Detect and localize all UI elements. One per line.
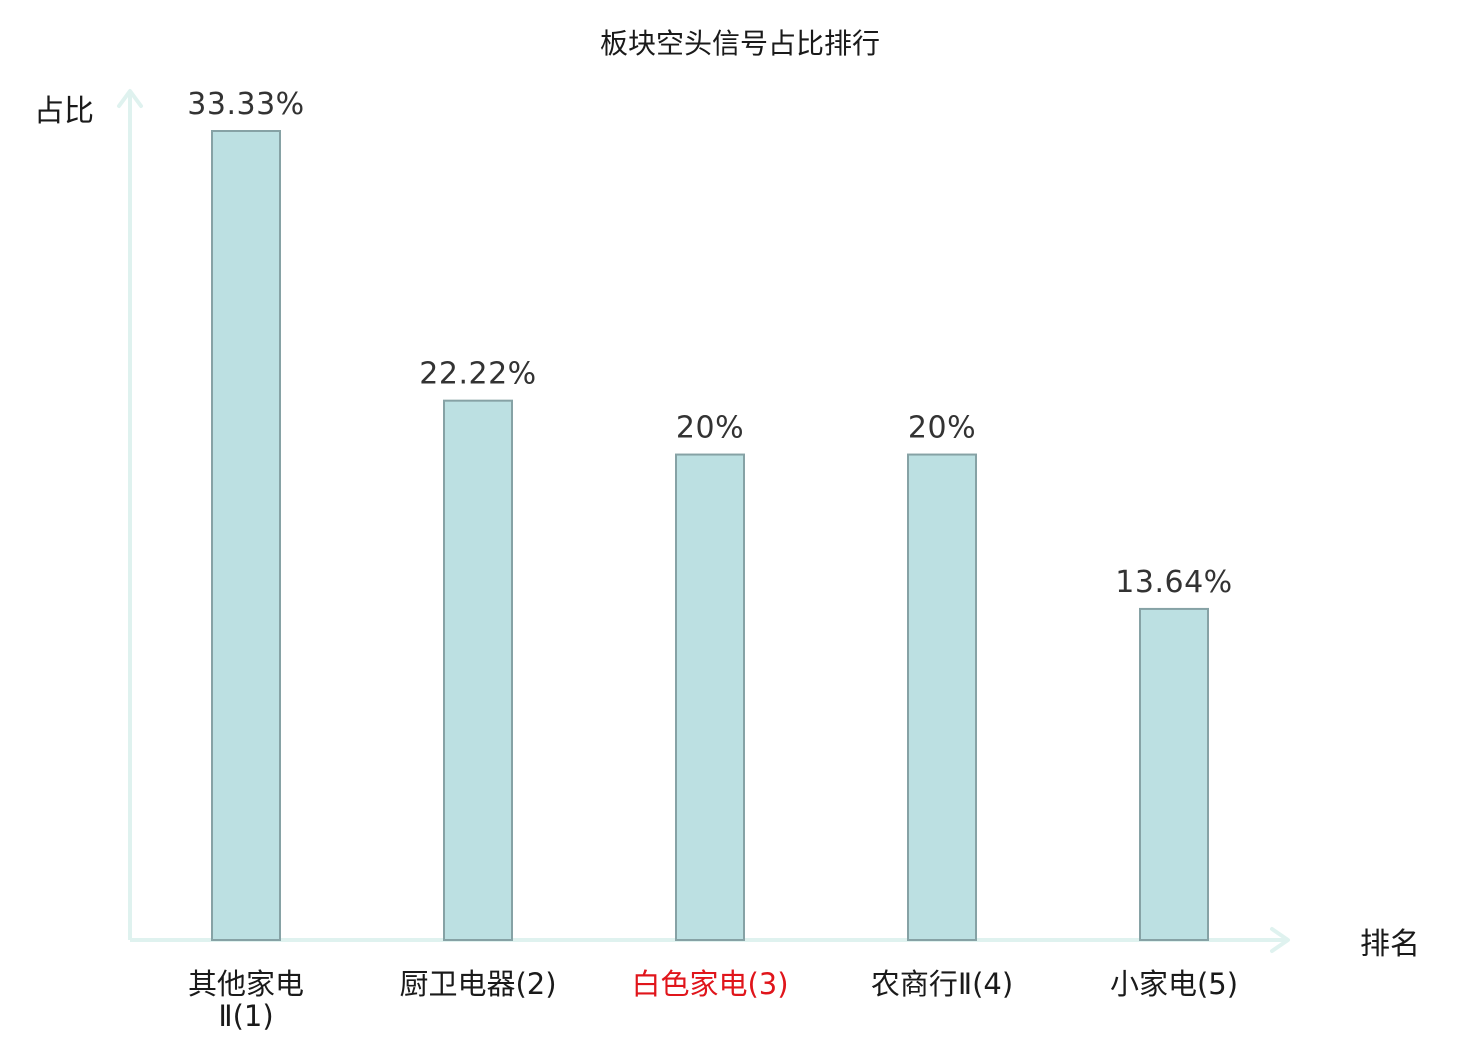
- data-labels: 33.33% 22.22% 20% 20% 13.64%: [187, 87, 1232, 600]
- bar-3: [675, 453, 745, 941]
- data-label-1: 33.33%: [187, 87, 304, 122]
- category-label-1-line-1: 其他家电: [188, 967, 304, 1001]
- category-label-1-line-2: Ⅱ(1): [218, 999, 273, 1033]
- bar-5: [1139, 607, 1209, 941]
- x-axis-label: 排名: [1360, 927, 1420, 962]
- bar-4: [907, 453, 977, 941]
- bars: [211, 130, 1209, 941]
- y-axis-label: 占比: [34, 94, 94, 129]
- bar-1: [211, 130, 281, 941]
- category-label-2: 厨卫电器(2): [399, 967, 556, 1001]
- bar-2: [443, 399, 513, 941]
- data-label-4: 20%: [908, 411, 976, 446]
- chart-title: 板块空头信号占比排行: [600, 27, 880, 60]
- category-label-3: 白色家电(3): [631, 967, 788, 1001]
- category-label-5: 小家电(5): [1110, 967, 1238, 1001]
- data-label-2: 22.22%: [419, 357, 536, 392]
- data-label-3: 20%: [676, 411, 744, 446]
- data-label-5: 13.64%: [1115, 565, 1232, 600]
- y-axis: [117, 89, 143, 940]
- category-label-4: 农商行Ⅱ(4): [871, 967, 1013, 1001]
